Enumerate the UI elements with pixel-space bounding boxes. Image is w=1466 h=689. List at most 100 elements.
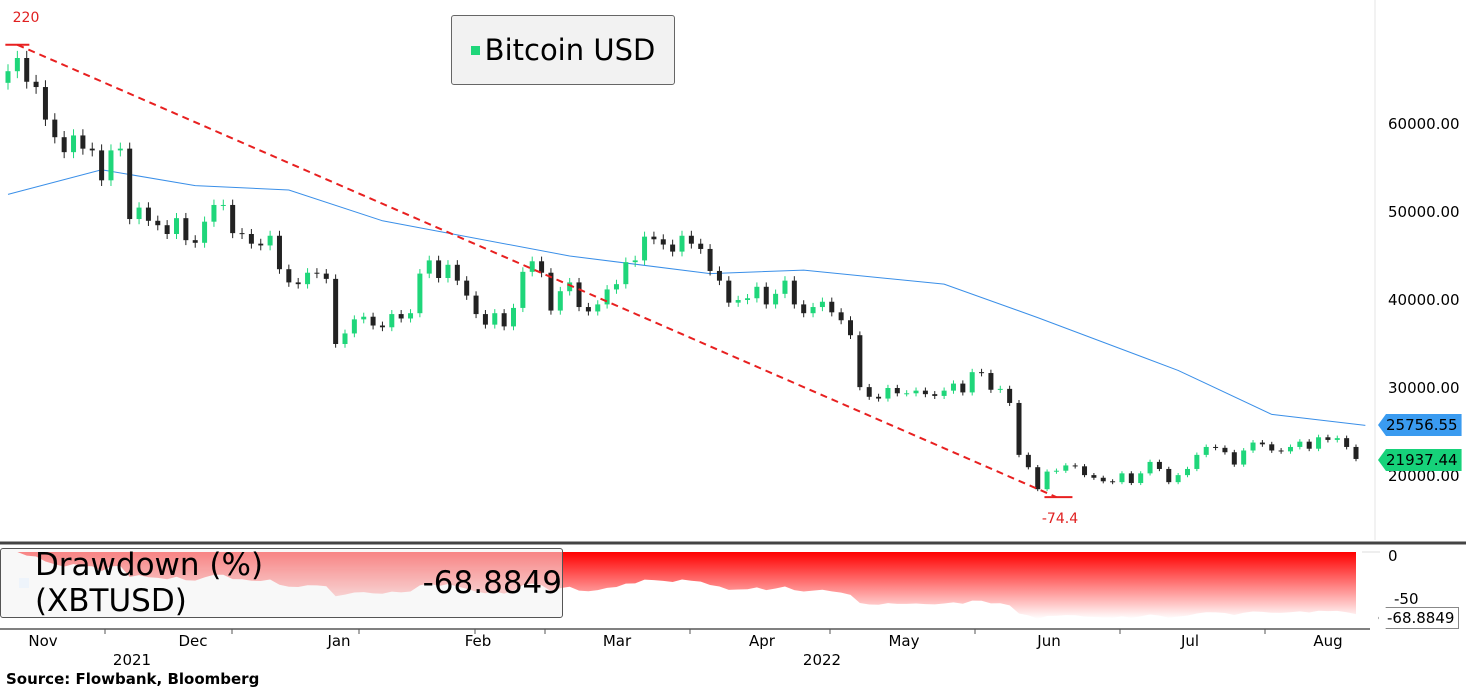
candle-body — [1035, 467, 1041, 490]
x-tick-label: Nov — [28, 632, 58, 650]
candle-body — [89, 148, 95, 151]
candle-body — [454, 264, 460, 281]
candle-body — [651, 236, 657, 240]
candle-body — [848, 320, 853, 336]
candle-body — [192, 240, 198, 243]
candle-body — [220, 204, 226, 206]
candle-body — [174, 218, 179, 234]
x-tick-label: Jun — [1037, 632, 1061, 650]
candle-body — [1269, 444, 1275, 451]
candle-body — [1213, 446, 1219, 448]
candle-body — [688, 235, 694, 244]
candle-body — [370, 316, 376, 326]
candle-body — [1128, 473, 1134, 484]
legend-swatch — [470, 45, 480, 55]
candle-body — [1185, 468, 1190, 476]
trend-line — [16, 43, 1057, 499]
candle-body — [1100, 477, 1106, 482]
candle-body — [623, 262, 629, 285]
candle-body — [42, 87, 48, 120]
trend-end-label: -74.4 — [1041, 511, 1079, 527]
candle-body — [1241, 450, 1247, 465]
candle-body — [604, 289, 610, 305]
candle-body — [932, 394, 938, 396]
candle-body — [716, 270, 722, 281]
candle-body — [295, 282, 301, 285]
candle-body — [436, 260, 442, 278]
candle-body — [988, 373, 994, 390]
candle-body — [922, 390, 928, 395]
candle-body — [379, 325, 385, 328]
candle-body — [885, 387, 891, 399]
candle-body — [99, 150, 105, 181]
candle-body — [585, 307, 591, 312]
x-tick-label: Feb — [464, 632, 492, 650]
candle-body — [117, 148, 123, 151]
candle-body — [969, 372, 975, 393]
candle-body — [1119, 473, 1125, 483]
ma-last-tag: 25756.55 — [1378, 414, 1462, 436]
drawdown-legend-value: -68.8849 — [422, 565, 562, 601]
candle-body — [894, 387, 900, 394]
candle-body — [754, 286, 760, 299]
candle-body — [726, 280, 732, 303]
y-tick-label: 30000.00 — [1388, 379, 1460, 397]
candle-body — [763, 286, 769, 305]
candle-body — [1156, 461, 1162, 469]
candle-body — [511, 307, 516, 327]
candle-body — [305, 272, 311, 285]
candle-body — [155, 220, 161, 226]
candle-body — [1166, 468, 1172, 483]
candle-body — [333, 278, 339, 344]
candle-body — [913, 390, 919, 394]
candle-body — [314, 272, 320, 274]
candle-body — [1082, 466, 1088, 476]
candle-body — [108, 150, 114, 181]
candle-body — [202, 221, 208, 243]
candle-body — [1203, 446, 1209, 455]
dd-y-tick-label: -50 — [1394, 590, 1419, 608]
candle-body — [258, 243, 264, 246]
candle-body — [567, 282, 573, 292]
candle-body — [473, 295, 479, 315]
candle-body — [398, 314, 404, 319]
candle-body — [1063, 465, 1069, 471]
candle-body — [735, 299, 741, 303]
candle-body — [1147, 461, 1153, 474]
x-tick-label: May — [888, 632, 920, 650]
candle-body — [1316, 437, 1322, 449]
candle-body — [698, 243, 704, 249]
candle-body — [876, 396, 882, 399]
candle-body — [276, 235, 282, 270]
candle-body — [1287, 446, 1293, 452]
drawdown-last-tag: -68.8849 — [1378, 607, 1460, 629]
candle-body — [1297, 441, 1303, 447]
candle-body — [501, 313, 507, 327]
candle-body — [773, 293, 779, 305]
candle-body — [857, 335, 863, 388]
candle-body — [482, 314, 488, 325]
candle-body — [660, 239, 666, 245]
candle-body — [361, 316, 367, 320]
candle-body — [417, 273, 423, 314]
candle-body — [14, 58, 20, 72]
candle-body — [492, 313, 498, 325]
candle-body — [5, 71, 11, 83]
candle-body — [342, 333, 348, 344]
x-tick-label: Mar — [602, 632, 632, 650]
candle-body — [426, 260, 432, 274]
candle-body — [1231, 452, 1237, 465]
source-note: Source: Flowbank, Bloomberg — [6, 670, 260, 688]
candle-body — [632, 260, 638, 263]
drawdown-legend: Drawdown (%) (XBTUSD) -68.8849 — [0, 547, 563, 619]
candle-body — [1344, 438, 1350, 447]
last-price-tag: 21937.44 — [1378, 449, 1462, 471]
candle-body — [866, 387, 872, 397]
candle-body — [1091, 475, 1097, 478]
candle-body — [1250, 442, 1256, 451]
candle-body — [286, 269, 292, 283]
candle-body — [557, 291, 563, 311]
candle-body — [1044, 471, 1050, 490]
candle-body — [33, 81, 39, 88]
candle-body — [52, 119, 58, 138]
